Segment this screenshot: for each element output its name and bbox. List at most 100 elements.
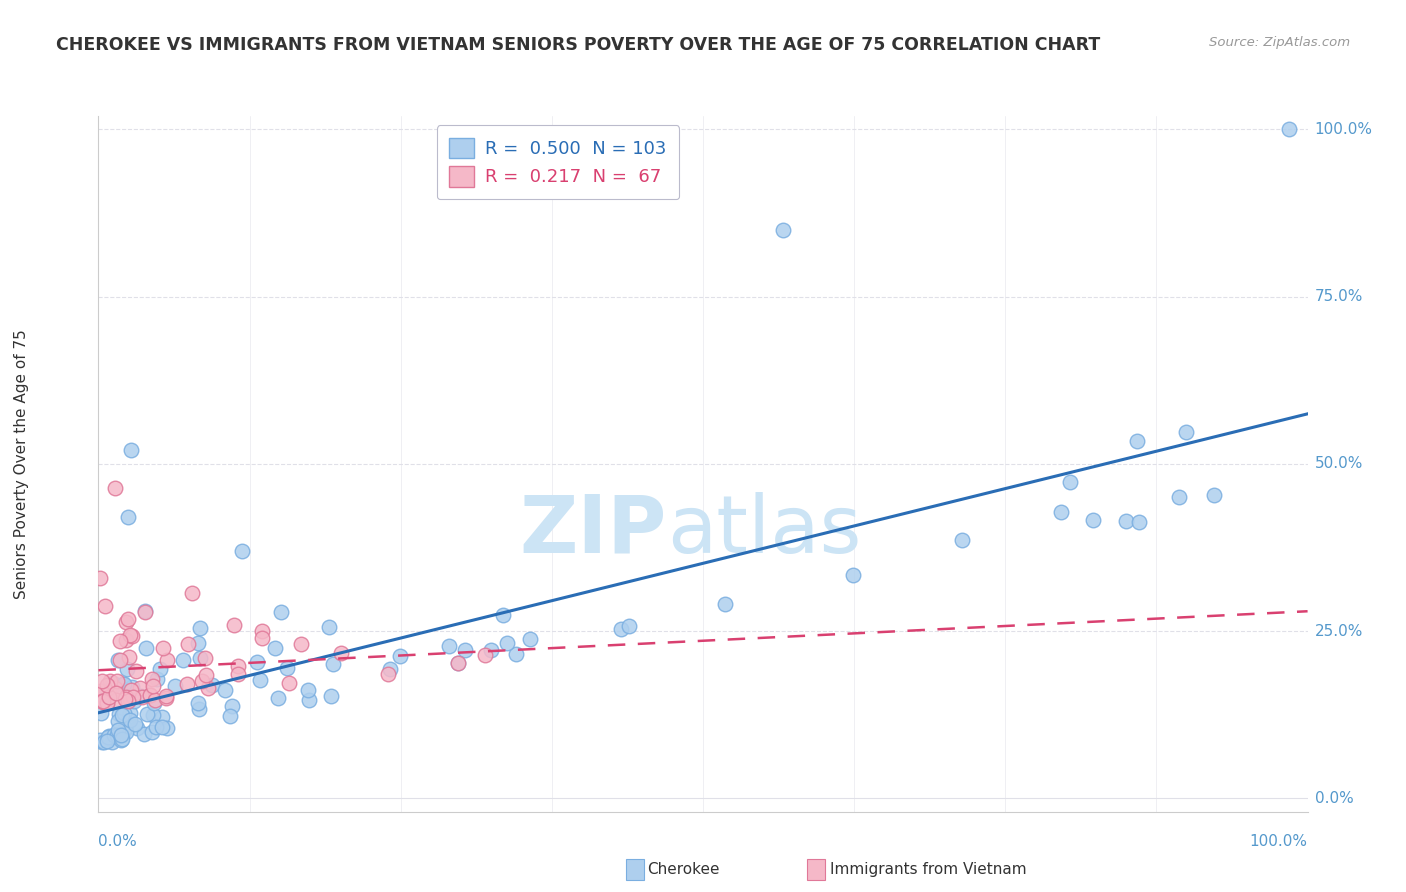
Point xyxy=(134,605,156,619)
Point xyxy=(114,722,136,736)
Text: Seniors Poverty Over the Age of 75: Seniors Poverty Over the Age of 75 xyxy=(14,329,28,599)
Point xyxy=(111,676,134,690)
Point xyxy=(389,648,412,663)
Point xyxy=(194,651,217,665)
Point xyxy=(152,640,174,655)
Point xyxy=(108,653,131,667)
Point xyxy=(155,690,177,705)
Point xyxy=(610,622,633,636)
Legend: R =  0.500  N = 103, R =  0.217  N =  67: R = 0.500 N = 103, R = 0.217 N = 67 xyxy=(436,125,679,199)
Point xyxy=(222,618,245,632)
Point xyxy=(187,696,209,710)
Point xyxy=(104,482,127,496)
Text: CHEROKEE VS IMMIGRANTS FROM VIETNAM SENIORS POVERTY OVER THE AGE OF 75 CORRELATI: CHEROKEE VS IMMIGRANTS FROM VIETNAM SENI… xyxy=(56,36,1101,54)
Text: 0.0%: 0.0% xyxy=(98,834,138,849)
Point xyxy=(322,657,344,671)
Point xyxy=(120,443,142,458)
Point xyxy=(617,619,640,633)
Point xyxy=(1278,122,1301,136)
Point xyxy=(1128,516,1150,530)
Point xyxy=(187,702,209,716)
Point xyxy=(93,735,115,749)
Point xyxy=(107,723,129,737)
Point xyxy=(135,706,157,721)
Text: Immigrants from Vietnam: Immigrants from Vietnam xyxy=(830,863,1026,877)
Point xyxy=(842,568,865,582)
Point xyxy=(108,634,131,648)
Point xyxy=(118,706,141,720)
Point xyxy=(1168,491,1191,505)
Point xyxy=(177,637,200,651)
Point xyxy=(112,723,135,738)
Point xyxy=(101,676,124,690)
Point xyxy=(267,690,290,705)
Point xyxy=(115,632,138,647)
Point xyxy=(105,685,128,699)
Point xyxy=(188,651,211,665)
Point xyxy=(96,696,118,710)
Point xyxy=(474,648,496,663)
Point xyxy=(250,624,273,638)
Point xyxy=(97,685,120,699)
Point xyxy=(89,571,111,585)
Point xyxy=(479,642,502,657)
Point xyxy=(129,689,152,703)
Point xyxy=(290,637,312,651)
Point xyxy=(118,713,141,727)
Point xyxy=(114,615,136,629)
Point xyxy=(124,694,146,708)
Point xyxy=(772,223,794,237)
Point xyxy=(454,642,477,657)
Point xyxy=(90,735,112,749)
Point xyxy=(245,655,267,669)
Point xyxy=(156,653,179,667)
Point xyxy=(118,628,141,642)
Point xyxy=(124,716,146,731)
Point xyxy=(197,681,219,695)
Point xyxy=(181,586,204,600)
Point xyxy=(112,677,135,691)
Point xyxy=(298,692,321,706)
Point xyxy=(93,599,115,614)
Point xyxy=(120,683,142,698)
Point xyxy=(118,650,141,665)
Point xyxy=(90,684,112,698)
Point xyxy=(519,632,541,647)
Text: 75.0%: 75.0% xyxy=(1315,289,1362,304)
Point xyxy=(329,646,352,660)
Point xyxy=(90,674,112,689)
Point xyxy=(91,694,114,708)
Point xyxy=(139,688,162,702)
Point xyxy=(90,694,112,708)
Point xyxy=(143,693,166,707)
Point xyxy=(264,641,287,656)
Point xyxy=(117,694,139,708)
Point xyxy=(110,732,132,747)
Text: 0.0%: 0.0% xyxy=(1315,791,1354,805)
Point xyxy=(97,690,120,704)
Point xyxy=(447,656,470,670)
Point xyxy=(134,604,156,618)
Point xyxy=(146,672,169,686)
Point xyxy=(110,728,132,742)
Point xyxy=(139,689,162,703)
Point xyxy=(90,706,112,720)
Point xyxy=(318,620,340,634)
Point xyxy=(96,678,118,692)
Point xyxy=(714,597,737,611)
Point xyxy=(96,696,118,710)
Point xyxy=(492,608,515,623)
Text: 100.0%: 100.0% xyxy=(1315,122,1372,136)
Point xyxy=(149,662,172,676)
Point xyxy=(98,729,121,743)
Point xyxy=(218,709,240,723)
Point xyxy=(439,640,461,654)
Point xyxy=(107,714,129,729)
Point xyxy=(270,605,292,619)
Point xyxy=(90,690,112,704)
Point xyxy=(201,678,224,692)
Point xyxy=(194,668,217,682)
Point xyxy=(226,658,249,673)
Point xyxy=(142,697,165,711)
Point xyxy=(188,621,211,635)
